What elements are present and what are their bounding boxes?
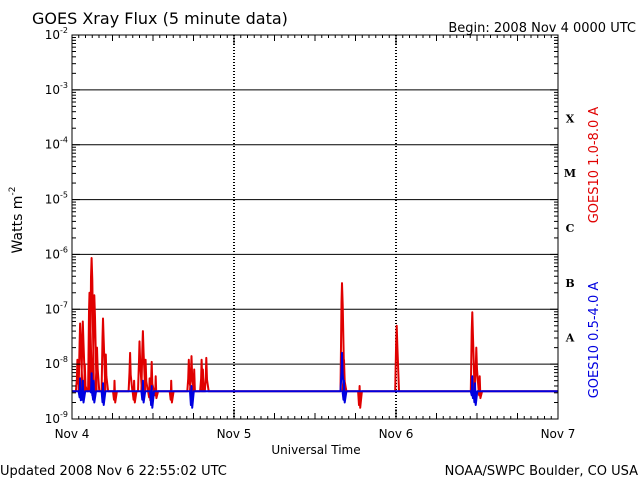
y-axis-label-superscript: -2 <box>8 187 18 196</box>
begin-time: Begin: 2008 Nov 4 0000 UTC <box>448 21 636 36</box>
y-tick-label: 10-7 <box>45 300 68 316</box>
y-tick-label: 10-4 <box>45 136 68 152</box>
axes: 10-9 10-8 10-7 10-6 10-5 10-4 10-3 10-2 Nov 4 Nov… <box>45 26 576 441</box>
y-tick-label: 10-6 <box>45 245 68 261</box>
y-tick-label: 10-8 <box>45 355 68 371</box>
series-group <box>72 257 558 409</box>
flare-class-label: A <box>565 332 575 345</box>
grid <box>72 35 558 419</box>
flare-class-label: M <box>564 167 576 180</box>
legend-long-channel: GOES10 1.0-8.0 A <box>587 107 602 224</box>
x-tick-label: Nov 6 <box>379 427 414 441</box>
y-tick-label: 10-9 <box>45 410 68 426</box>
y-tick-label: 10-2 <box>45 26 68 42</box>
y-tick-label: 10-5 <box>45 191 68 207</box>
svg-text:Watts m-2: Watts m-2 <box>8 187 26 254</box>
x-tick-label: Nov 5 <box>217 427 252 441</box>
x-tick-label: Nov 4 <box>55 427 90 441</box>
source-credit: NOAA/SWPC Boulder, CO USA <box>445 464 638 479</box>
x-tick-label: Nov 7 <box>541 427 576 441</box>
series-line-long-channel <box>72 257 558 409</box>
x-axis-label: Universal Time <box>271 443 360 457</box>
y-tick-label: 10-3 <box>45 81 68 97</box>
chart-title: GOES Xray Flux (5 minute data) <box>32 9 288 28</box>
legend-short-channel: GOES10 0.5-4.0 A <box>587 282 602 399</box>
flare-class-label: C <box>566 222 575 235</box>
y-axis-label: Watts m-2 <box>8 187 26 254</box>
flare-class-label: B <box>565 277 574 290</box>
updated-timestamp: Updated 2008 Nov 6 22:55:02 UTC <box>0 464 227 479</box>
y-axis-label-text: Watts m <box>10 196 26 254</box>
series-line-short-channel <box>72 351 558 409</box>
flare-class-label: X <box>566 112 575 125</box>
